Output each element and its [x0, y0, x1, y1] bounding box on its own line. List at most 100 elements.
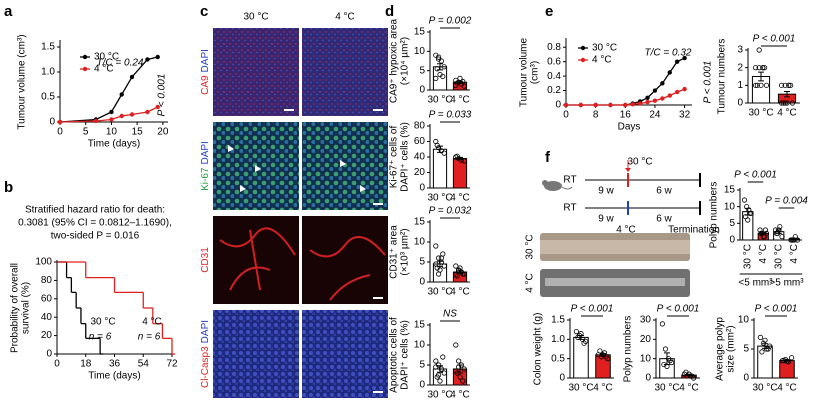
y-axis-label: survival (%)	[21, 282, 32, 334]
x-tick-label: 20	[157, 127, 169, 138]
y-tick-label: 3	[737, 45, 743, 56]
data-point	[145, 109, 150, 115]
data-point	[767, 343, 773, 349]
data-point	[109, 109, 114, 115]
data-point	[454, 153, 460, 159]
annotation: P < 0.001	[157, 74, 168, 117]
data-point	[438, 255, 444, 261]
data-point	[778, 100, 785, 106]
data-point	[454, 273, 460, 279]
data-point	[752, 65, 759, 71]
data-point	[780, 100, 786, 106]
data-point	[434, 142, 440, 148]
y-tick-label: 80	[41, 275, 53, 286]
data-point	[455, 358, 462, 364]
y-tick-label: 1.5	[551, 315, 565, 326]
y-axis-label: size (mm²)	[726, 325, 737, 372]
x-tick-label: 36	[109, 359, 121, 370]
series-label: 4 °C	[142, 317, 162, 328]
y-tick-label: 0	[419, 85, 425, 96]
x-tick-label: 4 °C	[450, 95, 470, 106]
data-point	[757, 334, 763, 340]
data-point	[581, 340, 587, 346]
y-tick-label: 0	[49, 117, 55, 128]
data-point	[760, 340, 767, 346]
legend-marker	[82, 66, 88, 72]
timeline-label: 6 w	[656, 214, 672, 225]
data-point	[453, 342, 459, 348]
data-point	[129, 112, 135, 117]
annotation: NS	[443, 309, 457, 320]
chart-title: 0.3081 (95% CI = 0.0812–1.1690),	[18, 218, 172, 229]
y-tick-label: 5	[419, 257, 425, 268]
data-point	[789, 237, 795, 243]
y-tick-label: 2	[737, 62, 743, 73]
x-tick-label: 0	[563, 110, 569, 121]
row-label-part: Ki-67	[200, 167, 211, 191]
y-tick-label: 1.0	[551, 334, 565, 345]
data-point	[765, 346, 771, 352]
data-point	[435, 271, 442, 277]
x-tick-label: 30 °C	[568, 383, 593, 394]
data-point	[784, 358, 790, 364]
annotation: P < 0.001	[703, 61, 714, 104]
data-point	[438, 366, 444, 372]
data-point	[664, 363, 670, 369]
data-point	[758, 82, 764, 88]
data-point	[458, 157, 464, 163]
row-label-part: Cl-Casp3	[200, 346, 211, 388]
annotation: P < 0.001	[734, 170, 777, 181]
data-point	[453, 272, 459, 278]
x-tick-label: 5	[83, 127, 89, 138]
data-point	[434, 66, 440, 72]
x-tick-label: 4 °C	[758, 244, 769, 264]
data-point	[457, 374, 463, 380]
y-tick-label: 10	[414, 237, 426, 248]
y-axis-label: CD31⁺ area	[389, 225, 400, 279]
x-tick-label: 4 °C	[450, 287, 470, 298]
data-point	[777, 224, 783, 230]
data-point	[460, 78, 466, 85]
data-point	[674, 59, 680, 64]
legend-label: 30 °C	[592, 43, 617, 54]
data-point	[119, 113, 124, 119]
data-point	[760, 234, 766, 240]
data-point	[575, 334, 581, 340]
data-point	[682, 55, 687, 61]
data-point	[145, 57, 150, 62]
x-tick-label: 4 °C	[450, 390, 470, 401]
y-tick-label: 0	[419, 380, 425, 391]
data-point	[759, 349, 765, 355]
data-point	[155, 104, 160, 110]
timeline-label: 9 w	[598, 214, 614, 225]
data-point	[674, 89, 680, 95]
data-point	[453, 263, 459, 269]
y-tick-label: 0	[645, 373, 651, 384]
x-tick-label: 0	[54, 359, 60, 370]
y-tick-label: 20	[41, 330, 53, 341]
y-axis-label: Colon weight (g)	[533, 313, 544, 386]
row-label: CA9 DAPI	[200, 49, 211, 95]
data-point	[623, 102, 628, 108]
panel-letter: d	[385, 3, 394, 20]
data-point	[441, 150, 447, 156]
data-point	[563, 102, 569, 108]
timeline-label: RT	[563, 203, 576, 214]
group-label: >5 mm³	[769, 278, 804, 289]
data-point	[762, 65, 768, 71]
x-tick-label: 4 °C	[450, 193, 470, 204]
data-point	[440, 354, 446, 360]
group-label: <5 mm³	[738, 278, 773, 289]
y-tick-label: 5	[419, 65, 425, 76]
data-point	[109, 117, 114, 122]
data-point	[779, 234, 785, 240]
panel-letter: b	[4, 179, 13, 196]
y-tick-label: 20	[640, 334, 652, 345]
x-tick-label: 54	[138, 359, 150, 370]
annotation: P < 0.001	[753, 34, 796, 45]
row-label-part: DAPI	[200, 320, 211, 343]
data-point	[660, 81, 665, 86]
data-point	[794, 237, 801, 243]
data-point	[689, 373, 695, 379]
y-tick-label: 30	[640, 315, 652, 326]
